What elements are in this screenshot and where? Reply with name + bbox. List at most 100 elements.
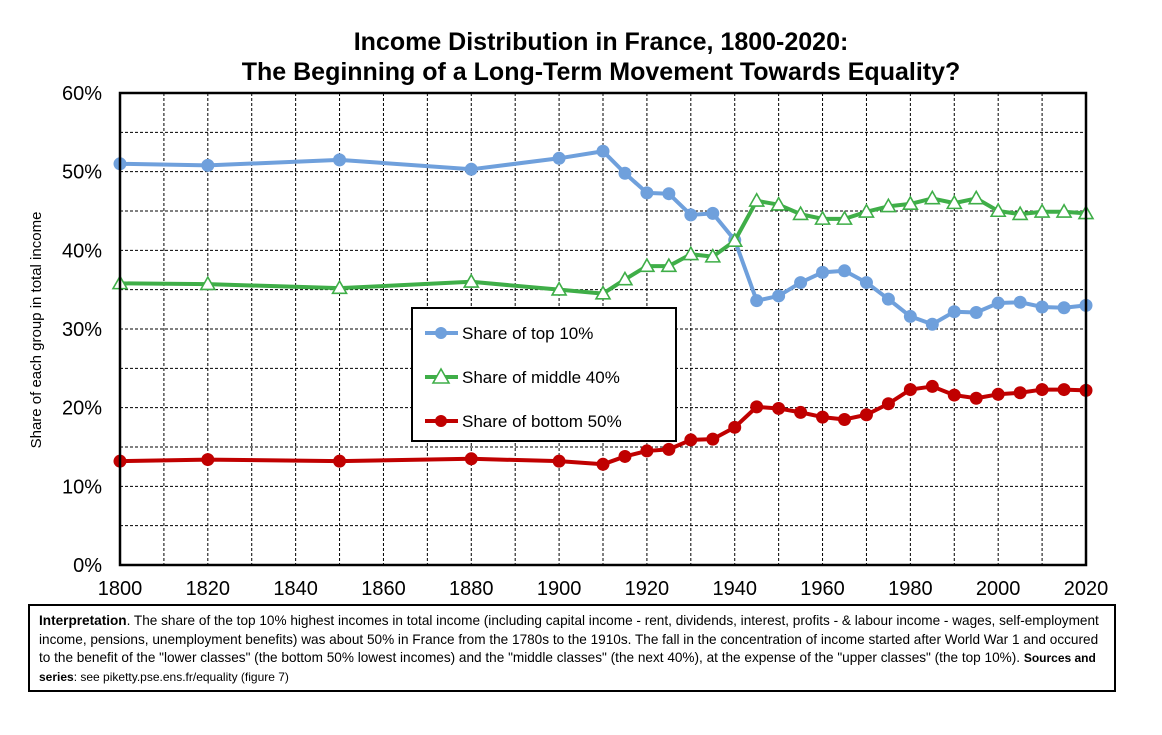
legend-marker xyxy=(431,367,451,384)
series-1 xyxy=(113,144,1093,331)
data-point xyxy=(706,206,720,220)
y-tick-label: 50% xyxy=(62,162,102,184)
note-lead: Interpretation xyxy=(39,613,127,628)
y-tick-label: 60% xyxy=(62,83,102,105)
y-tick-label: 20% xyxy=(62,398,102,420)
x-tick-label: 2020 xyxy=(1064,578,1109,600)
x-tick-label: 1960 xyxy=(800,578,845,600)
data-point xyxy=(662,187,676,201)
legend-box xyxy=(411,307,677,442)
y-tick-label: 0% xyxy=(73,555,102,577)
data-point xyxy=(333,454,347,468)
x-tick-label: 1880 xyxy=(449,578,494,600)
x-tick-label: 1900 xyxy=(537,578,582,600)
note-body: . The share of the top 10% highest incom… xyxy=(39,613,1099,666)
data-point xyxy=(881,292,895,306)
data-point xyxy=(880,197,897,213)
note-sources-label: Sources and series xyxy=(39,651,1096,684)
data-point xyxy=(552,454,566,468)
data-point xyxy=(684,433,698,447)
data-point xyxy=(989,202,1007,218)
data-point xyxy=(881,397,895,411)
data-point xyxy=(772,401,786,415)
x-tick-label: 1940 xyxy=(712,578,757,600)
legend-label: Share of bottom 50% xyxy=(462,412,622,431)
data-point xyxy=(814,210,831,225)
note-sources-text: : see piketty.pse.ens.fr/equality (figur… xyxy=(73,669,289,684)
tick-labels: 1800 1820 1840 1860 1880 1900 1920 1940 1960 1980… xyxy=(62,83,1108,600)
x-tick-label: 2000 xyxy=(976,578,1021,600)
data-point xyxy=(1057,383,1071,397)
data-point xyxy=(991,296,1005,310)
data-point xyxy=(772,289,786,303)
legend: Share of top 10% Share of middle 40% Share… xyxy=(411,307,677,442)
data-point xyxy=(594,284,612,300)
data-point xyxy=(464,162,478,176)
data-point xyxy=(201,453,215,467)
legend-marker xyxy=(435,327,447,339)
data-point xyxy=(331,279,348,295)
chart-title-line-1: Income Distribution in France, 1800-2020… xyxy=(354,28,849,56)
data-point xyxy=(770,196,788,211)
data-point xyxy=(682,245,700,261)
series-line xyxy=(119,384,1087,467)
x-tick-label: 1980 xyxy=(888,578,933,600)
y-tick-label: 30% xyxy=(62,319,102,341)
data-point xyxy=(816,265,830,279)
plot-area-border xyxy=(118,91,1088,567)
data-point xyxy=(838,264,851,278)
data-point xyxy=(640,444,654,458)
x-tick-label: 1920 xyxy=(625,578,670,600)
data-point xyxy=(945,194,963,210)
data-point xyxy=(923,189,941,205)
x-tick-label: 1840 xyxy=(273,578,318,600)
data-point xyxy=(552,151,566,165)
data-point xyxy=(792,205,809,221)
data-point xyxy=(199,275,217,291)
data-point xyxy=(684,208,698,222)
data-point xyxy=(638,257,656,273)
data-point xyxy=(858,203,875,218)
series-line xyxy=(119,149,1087,327)
data-point xyxy=(704,248,722,263)
data-point xyxy=(662,442,676,456)
data-point xyxy=(1035,300,1049,314)
legend-label: Share of middle 40% xyxy=(462,368,620,387)
data-point xyxy=(1011,205,1029,221)
data-point xyxy=(726,232,744,247)
data-point xyxy=(836,210,853,225)
series-line xyxy=(119,196,1087,296)
data-point xyxy=(748,192,766,207)
data-point xyxy=(750,294,764,308)
data-point xyxy=(618,449,632,463)
data-point xyxy=(1057,301,1071,315)
y-tick-label: 40% xyxy=(62,240,102,262)
data-point xyxy=(728,420,742,434)
data-point xyxy=(464,452,478,466)
data-point xyxy=(991,387,1005,401)
data-point xyxy=(616,270,634,286)
chart-title-line-2: The Beginning of a Long-Term Movement To… xyxy=(242,58,961,86)
data-point xyxy=(640,186,654,200)
data-point xyxy=(550,281,568,296)
data-point xyxy=(947,388,961,402)
data-point xyxy=(1033,203,1051,218)
data-point xyxy=(706,432,720,446)
series-2 xyxy=(111,189,1095,300)
data-point xyxy=(816,410,830,424)
data-point xyxy=(1013,386,1027,400)
data-point xyxy=(462,273,480,288)
data-point xyxy=(333,153,347,167)
data-point xyxy=(794,405,808,419)
legend-label: Share of top 10% xyxy=(462,324,593,343)
data-point xyxy=(794,276,808,290)
data-point xyxy=(838,412,851,426)
data-point xyxy=(969,391,983,405)
data-point xyxy=(596,144,610,158)
data-point xyxy=(903,309,917,323)
data-point xyxy=(201,158,215,172)
y-tick-label: 10% xyxy=(62,476,102,498)
data-point xyxy=(903,383,917,397)
y-axis-label: Share of each group in total income xyxy=(28,212,45,449)
data-point xyxy=(750,400,764,414)
